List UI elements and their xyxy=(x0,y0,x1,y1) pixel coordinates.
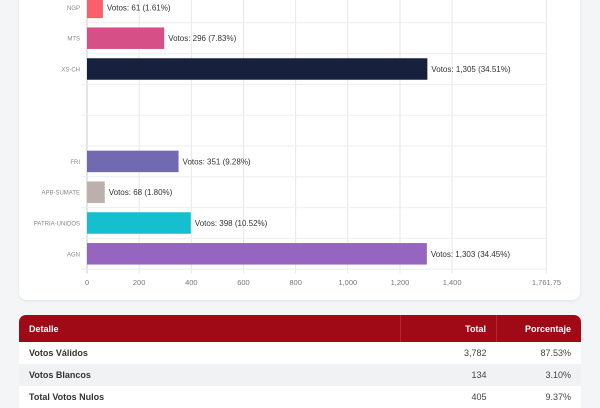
row-detail: Votos Válidos xyxy=(29,348,88,358)
bar[interactable] xyxy=(87,27,165,49)
row-percent: 3.10% xyxy=(545,370,571,380)
row-detail: Votos Blancos xyxy=(29,370,91,380)
header-detail: Detalle xyxy=(29,323,59,334)
x-tick-label: 200 xyxy=(133,278,146,287)
detail-table: Detalle Total Porcentaje Votos Válidos 3… xyxy=(19,315,581,408)
row-percent: 9.37% xyxy=(545,392,571,402)
bar[interactable] xyxy=(87,212,191,234)
x-tick-label: 1,000 xyxy=(338,278,357,287)
chart-bars xyxy=(87,0,428,265)
x-tick-label: 1,200 xyxy=(391,278,410,287)
x-tick-label: 0 xyxy=(85,278,89,287)
row-percent: 87.53% xyxy=(540,348,571,358)
y-tick-label: FRI xyxy=(70,160,80,166)
x-tick-label: 600 xyxy=(237,278,250,287)
table-header-row: Detalle Total Porcentaje xyxy=(19,315,581,342)
data-labels: Votos: 61 (1.61%) Votos: 296 (7.83%) Votos… xyxy=(107,3,511,258)
table-row: Votos Blancos 134 3.10% xyxy=(19,364,581,386)
data-label: Votos: 1,303 (34.45%) xyxy=(431,250,511,259)
chart-grid xyxy=(81,0,547,274)
y-tick-label: AGN xyxy=(67,252,80,258)
data-label: Votos: 296 (7.83%) xyxy=(168,34,236,43)
header-percent: Porcentaje xyxy=(496,315,581,342)
table-row: Votos Válidos 3,782 87.53% xyxy=(19,342,581,364)
y-tick-label: MTS xyxy=(67,37,80,43)
x-tick-label: 1,761.75 xyxy=(532,278,561,287)
data-label: Votos: 351 (9.28%) xyxy=(183,157,251,166)
bar-chart: NGP MTS XS-CH FRI APB-SUMATE PATRIA-UNIDOS AGN… xyxy=(34,0,561,287)
y-axis-labels: NGP MTS XS-CH FRI APB-SUMATE PATRIA-UNIDOS AGN xyxy=(34,6,80,258)
row-detail: Total Votos Nulos xyxy=(29,392,105,402)
data-label: Votos: 1,305 (34.51%) xyxy=(431,65,511,74)
bar[interactable] xyxy=(87,0,103,19)
bar[interactable] xyxy=(87,181,105,203)
bar[interactable] xyxy=(87,150,179,173)
row-total: 134 xyxy=(471,370,487,380)
data-label: Votos: 68 (1.80%) xyxy=(109,188,173,197)
y-tick-label: PATRIA-UNIDOS xyxy=(34,222,80,228)
bar[interactable] xyxy=(87,243,427,265)
header-total: Total xyxy=(400,315,497,342)
x-tick-label: 400 xyxy=(185,278,198,287)
y-tick-label: NGP xyxy=(67,6,80,12)
y-tick-label: XS-CH xyxy=(61,68,80,74)
data-label: Votos: 61 (1.61%) xyxy=(107,3,171,12)
data-label: Votos: 398 (10.52%) xyxy=(195,219,268,228)
row-total: 3,782 xyxy=(463,348,487,358)
table-row: Total Votos Nulos 405 9.37% xyxy=(19,386,581,408)
row-total: 405 xyxy=(471,392,487,402)
x-axis-ticks: 0 200 400 600 800 1,000 1,200 1,400 1,761.75 xyxy=(85,278,561,287)
x-tick-label: 800 xyxy=(289,278,302,287)
x-tick-label: 1,400 xyxy=(443,278,462,287)
y-tick-label: APB-SUMATE xyxy=(41,191,80,197)
bar[interactable] xyxy=(87,58,428,80)
